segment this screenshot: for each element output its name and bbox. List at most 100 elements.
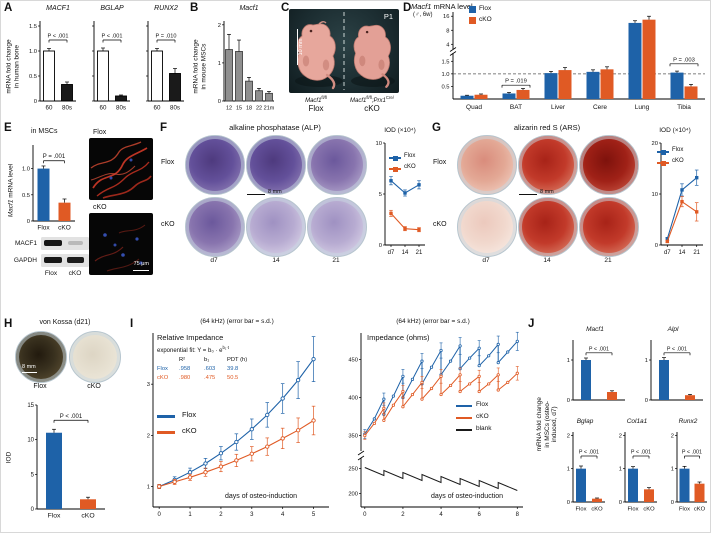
svg-text:P < .001: P < .001 <box>682 450 702 456</box>
fit-table-corner <box>157 356 179 365</box>
panel-b-ylabel-line2: in mouse MSCs <box>200 43 207 90</box>
svg-text:15: 15 <box>27 403 34 409</box>
svg-text:0.5: 0.5 <box>441 84 449 90</box>
svg-text:1: 1 <box>645 358 648 364</box>
fit-cko-name: cKO <box>157 375 169 381</box>
svg-text:5: 5 <box>312 512 316 518</box>
svg-text:P = .019: P = .019 <box>505 79 527 85</box>
svg-text:1: 1 <box>218 61 221 67</box>
fit-flox-r2: .958 <box>179 366 191 372</box>
svg-text:1: 1 <box>671 467 674 473</box>
svg-text:8: 8 <box>516 512 520 518</box>
ril-legend-cko-swatch <box>157 431 175 434</box>
panel-b-letter: B <box>190 2 199 14</box>
ars-well-r1c1 <box>457 135 517 195</box>
imp-legend-blank-label: blank <box>476 425 492 432</box>
relative-impedance-title: Relative Impedance <box>157 333 224 342</box>
svg-text:Lung: Lung <box>635 104 650 111</box>
svg-text:22: 22 <box>256 106 262 112</box>
svg-text:Liver: Liver <box>551 104 566 111</box>
svg-text:P < .001: P < .001 <box>48 34 69 40</box>
alp-title: alkaline phosphatase (ALP) <box>229 123 321 132</box>
alp-col-21-label: 21 <box>332 257 340 264</box>
mice-illustration <box>295 12 395 90</box>
svg-text:BAT: BAT <box>510 104 522 111</box>
svg-text:Flox: Flox <box>679 507 690 513</box>
svg-text:8: 8 <box>446 28 449 34</box>
imp-legend-flox-swatch <box>456 405 472 407</box>
ars-well-r2c2 <box>518 197 578 257</box>
svg-text:3: 3 <box>147 382 150 388</box>
fit-header-b1: b₁ <box>204 357 210 363</box>
j-alpl-title: Alpl <box>667 326 679 333</box>
macf1-blot-strip <box>41 237 89 250</box>
impedance-ohms-title: Impedance (ohms) <box>367 333 430 342</box>
svg-text:10: 10 <box>652 192 658 198</box>
svg-text:21: 21 <box>693 250 700 256</box>
svg-text:4: 4 <box>439 512 443 518</box>
relative-impedance-line-chart: 1 2 3 0 1 2 3 4 5 <box>147 333 329 518</box>
ars-title: alizarin red S (ARS) <box>513 123 581 132</box>
cko-actin-staining <box>94 224 146 272</box>
flox-mouse-shape <box>296 21 336 90</box>
svg-text:20: 20 <box>652 141 658 147</box>
impedance-right-header: (64 kHz) (error bar = s.d.) <box>396 318 470 325</box>
panel-j-y-axis-label: mRNA fold change in MSCs (osteo-induced, … <box>535 397 558 452</box>
right-x-axis-label: days of osteo-induction <box>431 493 503 500</box>
j-alpl-bar-chart: 0 1 P < .001 <box>645 340 703 404</box>
svg-text:15: 15 <box>236 106 242 112</box>
alp-scale-label: 8 mm <box>268 189 282 195</box>
imp-legend-blank-swatch <box>456 429 472 431</box>
svg-text:P = .001: P = .001 <box>43 154 66 160</box>
ars-legend-flox-marker <box>657 149 669 155</box>
bglap-human-bar-chart: 60 80s P < .001 <box>92 21 130 112</box>
j-runx2-title: Runx2 <box>678 418 698 425</box>
alp-legend-flox-marker <box>389 155 401 161</box>
svg-text:0: 0 <box>158 512 162 518</box>
alp-well-r1c2 <box>246 135 306 195</box>
svg-text:1: 1 <box>188 512 192 518</box>
tissue-macf1-bar-chart: 4 8 16 0.5 1.0 1.5 Quad BAT Liver Cere Lung Tibia P … <box>441 12 705 111</box>
flox-legend-swatch <box>469 6 476 13</box>
alp-well-r1c3 <box>307 135 367 195</box>
fit-cko-b1: .475 <box>204 375 216 381</box>
svg-text:P = .003: P = .003 <box>673 57 695 63</box>
panel-j-letter: J <box>528 318 535 330</box>
ars-scale-line <box>519 194 537 195</box>
ars-col-21-label: 21 <box>604 257 612 264</box>
svg-text:350: 350 <box>348 434 358 440</box>
ars-scale-label: 8 mm <box>540 189 554 195</box>
alp-legend-flox-label: Flox <box>404 153 416 159</box>
panel-i-letter: I <box>130 318 134 330</box>
ars-iod-line-chart: 0 10 20 d7 14 21 <box>652 141 703 256</box>
svg-text:60: 60 <box>46 105 53 112</box>
if-scale-bar <box>133 270 149 271</box>
svg-text:P < .001: P < .001 <box>579 450 599 456</box>
vonkossa-title: von Kossa (d21) <box>39 319 91 326</box>
ars-legend-cko-marker <box>657 160 669 166</box>
context-label: in MSCs <box>31 128 58 135</box>
svg-text:4: 4 <box>446 42 450 48</box>
svg-text:2: 2 <box>147 433 150 439</box>
vonkossa-flox-label: Flox <box>33 383 47 390</box>
svg-text:400: 400 <box>348 396 358 402</box>
cko-mouse-shape <box>353 24 391 88</box>
alp-row-flox-label: Flox <box>161 159 175 166</box>
cko-legend-label: cKO <box>479 16 492 23</box>
j-macf1-title: Macf1 <box>586 326 604 333</box>
svg-text:3: 3 <box>250 512 254 518</box>
flox-legend-label: Flox <box>479 5 492 12</box>
panel-b-ylabel-line1: mRNA fold change <box>192 39 200 94</box>
vonkossa-iod-bar-chart: 0 5 10 15 Flox cKO P < .001 <box>27 403 105 520</box>
svg-text:Flox: Flox <box>628 507 639 513</box>
svg-text:P < .001: P < .001 <box>667 346 687 352</box>
photo-scale-bar-line <box>297 29 298 65</box>
svg-text:5: 5 <box>31 472 35 478</box>
macf1-flox-band <box>44 240 62 246</box>
fit-header-r2: R² <box>179 357 186 363</box>
svg-text:0: 0 <box>671 500 674 506</box>
svg-text:P < .001: P < .001 <box>102 34 123 40</box>
macf1-human-title: MACF1 <box>46 5 70 12</box>
